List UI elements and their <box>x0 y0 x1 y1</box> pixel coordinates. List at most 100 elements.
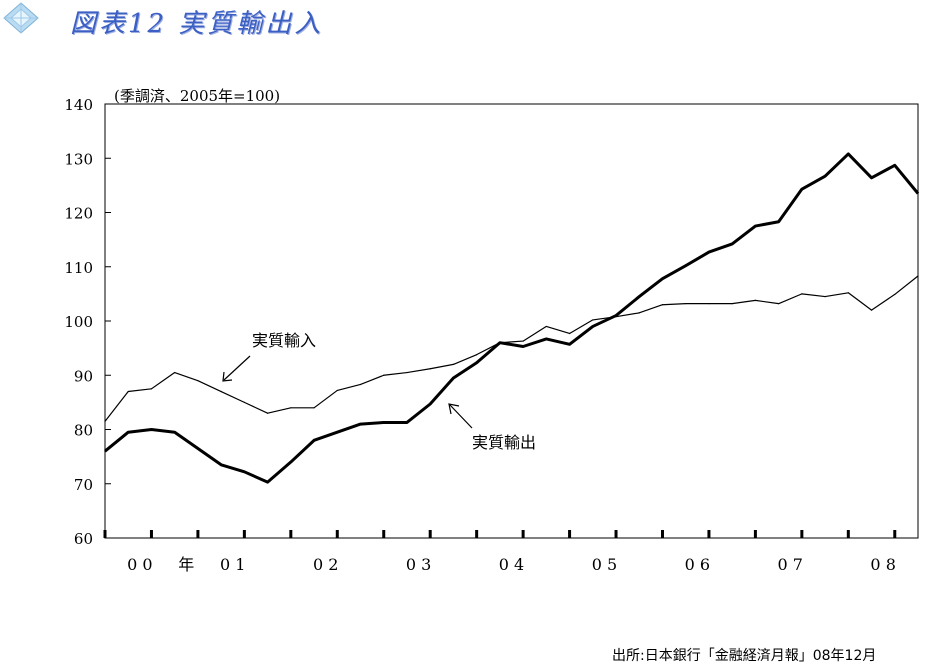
annotation-arrow <box>223 355 251 381</box>
data-point <box>452 363 455 365</box>
source-note: 出所:日本銀行「金融経済月報」08年12月 <box>612 648 877 664</box>
series-layer <box>104 152 920 484</box>
y-tick-label: 90 <box>74 367 93 385</box>
y-tick-label: 60 <box>74 530 93 548</box>
data-point <box>917 275 919 277</box>
y-tick-label: 80 <box>74 422 93 440</box>
data-point <box>174 431 176 433</box>
annotation-arrow <box>449 404 473 429</box>
data-point <box>801 293 803 295</box>
data-point <box>406 421 408 424</box>
annotation-label: 実質輸入 <box>252 331 316 350</box>
page-title: 図表12 実質輸出入 <box>70 9 324 39</box>
data-point <box>870 177 873 179</box>
data-point <box>592 325 594 328</box>
data-point <box>778 303 780 305</box>
annotation-label: 実質輸出 <box>472 433 536 452</box>
x-tick-label: 0 3 <box>406 555 431 574</box>
data-point <box>220 464 222 466</box>
data-point <box>731 303 733 305</box>
series-line-1 <box>104 275 919 422</box>
y-tick-label: 130 <box>64 150 93 168</box>
data-point <box>313 439 315 441</box>
x-tick-label: 年 <box>178 555 194 574</box>
data-point <box>359 423 362 425</box>
data-point <box>894 164 896 166</box>
x-tick-label: 0 2 <box>313 555 338 574</box>
data-point <box>267 412 269 414</box>
data-point <box>452 377 455 379</box>
data-point <box>754 299 757 301</box>
data-point <box>336 431 338 433</box>
data-point <box>661 278 664 280</box>
data-point <box>847 153 849 155</box>
data-point <box>568 332 571 335</box>
data-point <box>778 221 780 223</box>
y-tick-label: 70 <box>74 476 93 494</box>
y-tick-label: 110 <box>64 259 93 277</box>
data-point <box>243 471 245 473</box>
x-tick-label: 0 6 <box>685 555 710 574</box>
data-point <box>220 390 222 393</box>
data-point <box>197 447 199 450</box>
x-tick-label: 0 5 <box>592 555 617 574</box>
data-point <box>267 481 269 483</box>
data-point <box>406 371 408 374</box>
plot-frame <box>104 103 919 539</box>
data-point <box>127 390 129 393</box>
data-point <box>476 354 478 356</box>
data-point <box>383 374 385 376</box>
data-point <box>150 388 153 390</box>
data-point <box>731 243 733 245</box>
arrow-head <box>222 371 233 382</box>
data-point <box>545 325 547 328</box>
data-point <box>522 340 524 342</box>
data-point <box>638 295 640 298</box>
data-point <box>197 380 199 382</box>
unit-note: (季調済、2005年=100) <box>114 87 280 105</box>
data-point <box>476 362 478 364</box>
data-point <box>545 338 547 340</box>
data-point <box>150 428 153 431</box>
diamond-emblem-icon <box>3 2 39 34</box>
data-point <box>104 450 106 452</box>
data-point <box>917 192 919 195</box>
y-tick-label: 100 <box>64 313 93 331</box>
data-point <box>592 319 594 321</box>
data-point <box>429 403 431 405</box>
data-point <box>429 368 431 370</box>
data-point <box>568 343 571 345</box>
data-point <box>290 407 292 409</box>
data-point <box>313 407 315 409</box>
data-point <box>615 314 617 317</box>
x-axis: 0 0 年 0 1 0 2 0 3 0 4 0 5 0 6 0 7 0 8 <box>103 530 897 574</box>
data-point <box>499 342 501 344</box>
data-point <box>708 251 710 253</box>
data-point <box>708 303 710 305</box>
data-point <box>847 292 849 294</box>
x-tick-label: 0 8 <box>870 555 895 574</box>
data-point <box>754 225 757 227</box>
y-tick-label: 140 <box>64 96 93 114</box>
x-tick-label: 0 1 <box>220 555 245 574</box>
data-point <box>824 175 826 177</box>
data-point <box>801 188 803 190</box>
data-point <box>127 431 129 433</box>
x-tick-label: 0 4 <box>499 555 524 574</box>
data-point <box>661 304 664 306</box>
data-point <box>104 420 106 422</box>
arrow-head <box>448 403 460 415</box>
series-line-2 <box>104 152 920 484</box>
data-point <box>870 309 873 311</box>
data-point <box>290 461 292 463</box>
data-point <box>894 293 896 296</box>
y-axis: 60 70 80 90 100 110 120 130 140 <box>64 96 111 548</box>
data-point <box>522 345 524 348</box>
data-point <box>243 401 245 403</box>
data-point <box>174 371 176 374</box>
x-tick-label: 0 0 <box>127 555 152 574</box>
data-point <box>336 389 338 392</box>
y-tick-label: 120 <box>64 205 93 223</box>
